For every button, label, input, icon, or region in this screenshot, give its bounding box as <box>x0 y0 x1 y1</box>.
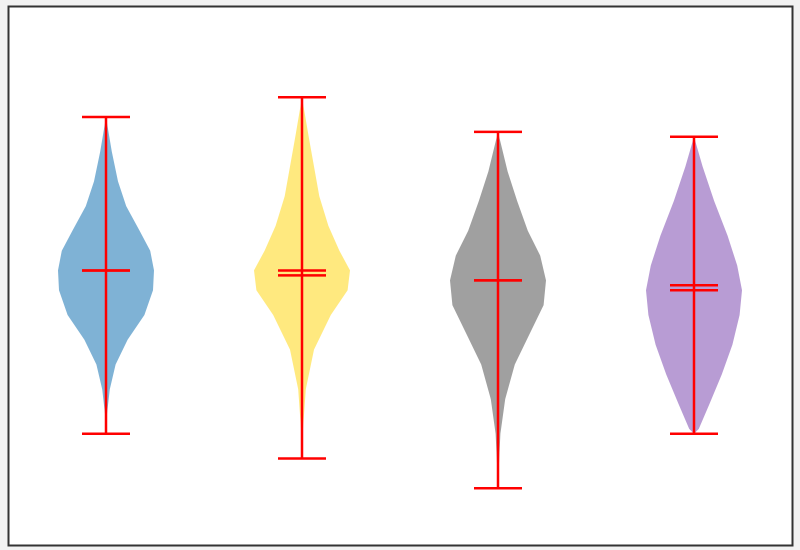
violins-group <box>58 95 742 490</box>
